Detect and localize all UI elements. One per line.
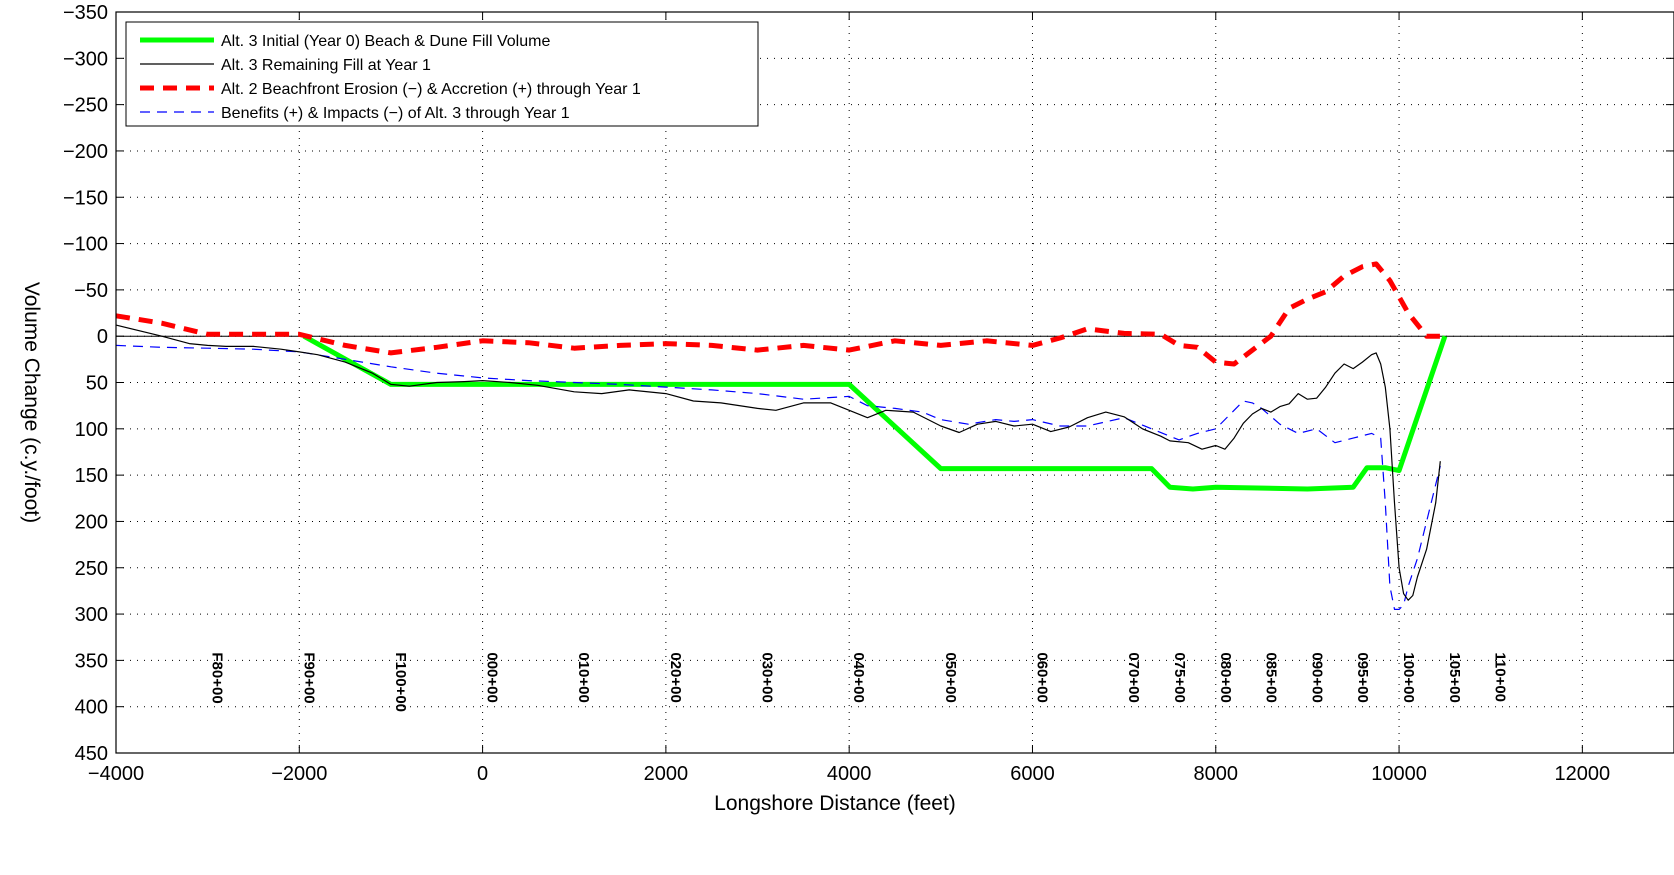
legend-label-1: Alt. 3 Initial (Year 0) Beach & Dune Fil… [221,33,550,50]
y-tick-label: 400 [75,697,108,719]
station-label: 050+00 [942,652,959,702]
y-tick-label: 150 [75,465,108,487]
y-tick-label: 50 [86,373,108,395]
y-tick-label: 200 [75,511,108,533]
y-tick-label: 250 [75,558,108,580]
station-label: 090+00 [1308,652,1325,702]
series-line-1 [302,334,1448,492]
legend-box [125,21,759,127]
station-label: 095+00 [1354,652,1371,702]
station-label: 105+00 [1446,652,1463,702]
station-labels: F80+00 F90+00 F100+00 000+00 010+00 020+00 030… [209,652,1509,712]
station-label: 000+00 [484,652,501,702]
grid-layer [116,12,1674,753]
station-label: 020+00 [667,652,684,702]
y-tick-label: −200 [63,141,108,163]
station-label: 040+00 [850,652,867,702]
legend-label-3: Alt. 2 Beachfront Erosion (−) & Accretio… [221,81,641,98]
series-layer [115,261,1448,611]
station-label: F90+00 [300,652,317,703]
x-tick-label: 4000 [827,763,872,785]
y-tick-label: −350 [63,2,108,24]
y-tick-label: −100 [63,234,108,256]
station-label: 075+00 [1171,652,1188,702]
legend: Alt. 3 Initial (Year 0) Beach & Dune Fil… [125,21,759,127]
station-label: F100+00 [392,652,409,712]
series-line-3 [115,261,1445,367]
station-label: 080+00 [1217,652,1234,702]
x-tick-label: 2000 [644,763,689,785]
y-axis-title: Volume Change (c.y./foot) [20,282,43,523]
x-axis-title: Longshore Distance (feet) [714,792,956,815]
station-label: 070+00 [1125,652,1142,702]
series-line-2 [115,324,1441,601]
y-tick-label: 0 [97,326,108,348]
x-tick-label: 0 [477,763,488,785]
station-label: 010+00 [575,652,592,702]
y-tick-label: −250 [63,95,108,117]
x-tick-label: −4000 [88,763,144,785]
legend-label-2: Alt. 3 Remaining Fill at Year 1 [221,57,431,74]
x-tick-label: −2000 [271,763,327,785]
series-line-4 [115,344,1441,611]
station-label: 100+00 [1400,652,1417,702]
y-tick-label: 100 [75,419,108,441]
axis-ticks: −4000 −2000 0 2000 4000 6000 8000 10000 12000−35… [63,2,1674,785]
station-label: F80+00 [209,652,226,703]
y-tick-label: −50 [74,280,108,302]
x-tick-label: 6000 [1010,763,1055,785]
station-label: 110+00 [1492,652,1509,702]
y-tick-label: 350 [75,650,108,672]
station-label: 060+00 [1033,652,1050,702]
station-label: 030+00 [759,652,776,702]
y-tick-label: −300 [63,48,108,70]
y-tick-label: 450 [75,743,108,765]
y-tick-label: 300 [75,604,108,626]
station-label: 085+00 [1263,652,1280,702]
x-tick-label: 8000 [1194,763,1239,785]
x-tick-label: 12000 [1555,763,1611,785]
x-tick-label: 10000 [1371,763,1427,785]
y-tick-label: −150 [63,187,108,209]
legend-label-4: Benefits (+) & Impacts (−) of Alt. 3 thr… [221,105,570,122]
